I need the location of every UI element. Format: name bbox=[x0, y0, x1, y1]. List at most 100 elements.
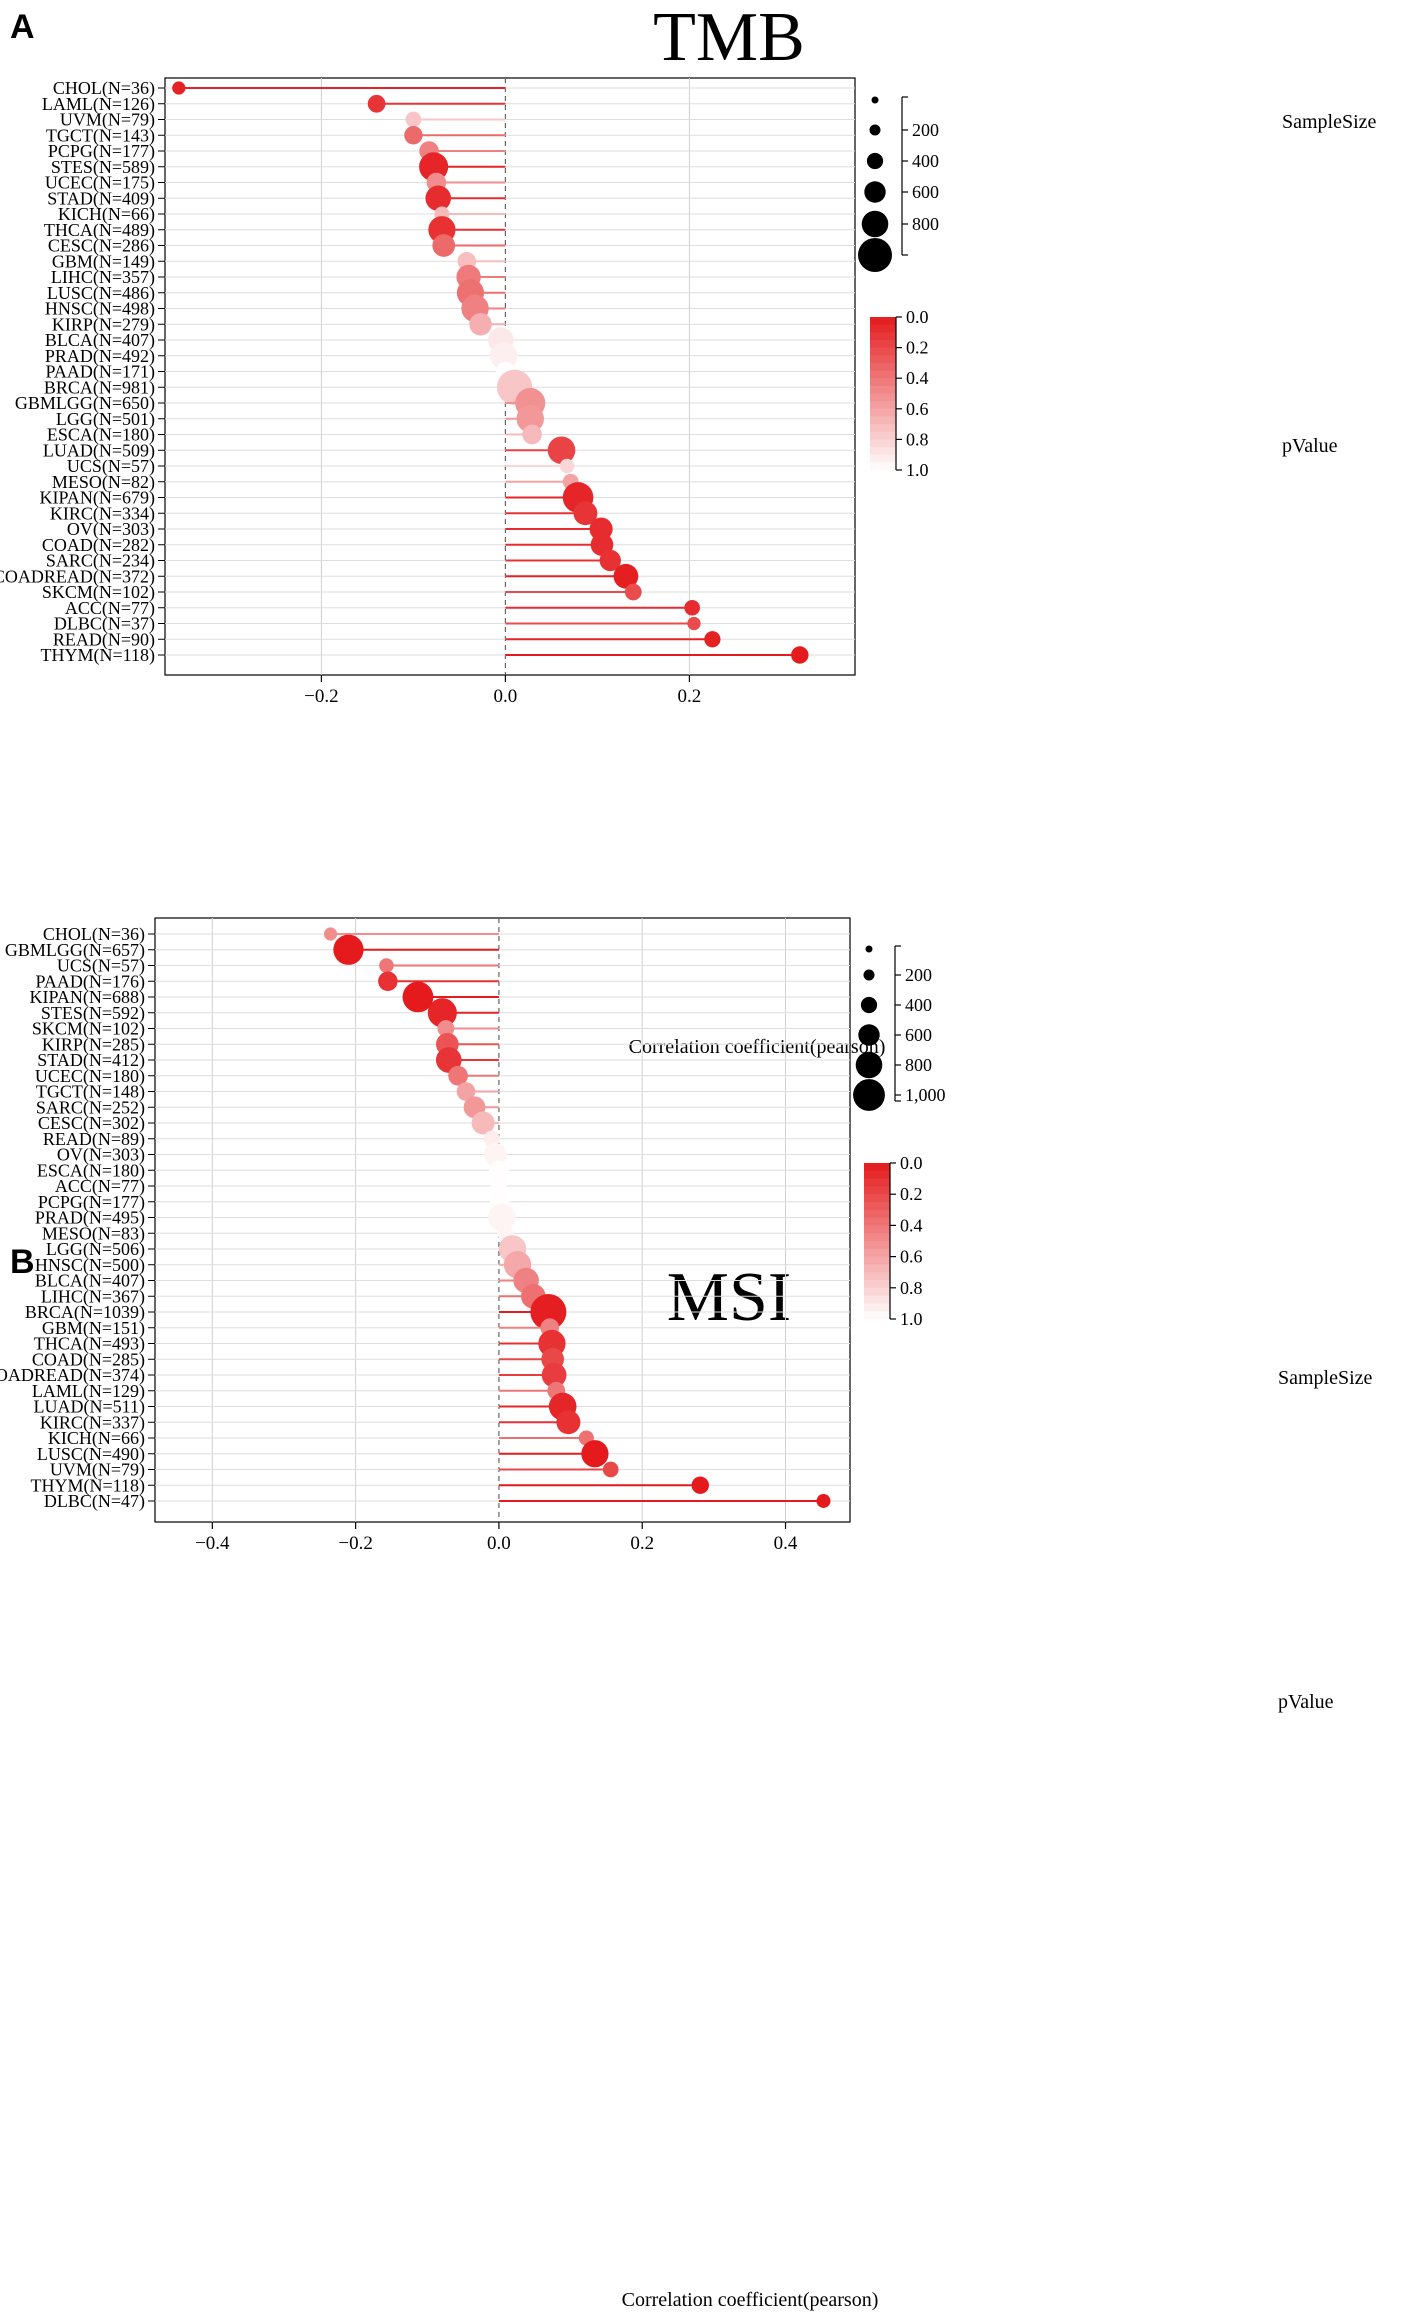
lollipop-point bbox=[471, 1111, 495, 1135]
y-tick-label: BRCA(N=981) bbox=[44, 377, 155, 398]
lollipop-point bbox=[599, 549, 621, 572]
y-tick-label: PCPG(N=177) bbox=[48, 141, 155, 162]
y-tick-label: THYM(N=118) bbox=[41, 645, 155, 666]
colorbar-segment bbox=[870, 324, 896, 333]
y-tick-label: MESO(N=82) bbox=[52, 472, 155, 493]
lollipop-point bbox=[456, 1082, 476, 1101]
colorbar-segment bbox=[870, 378, 896, 387]
size-legend-dot bbox=[863, 969, 875, 981]
colorbar-segment bbox=[870, 332, 896, 341]
y-tick-label: UCEC(N=175) bbox=[45, 173, 155, 194]
y-tick-label: TGCT(N=143) bbox=[46, 125, 155, 146]
colorbar-segment bbox=[870, 317, 896, 326]
x-axis-label: Correlation coefficient(pearson) bbox=[622, 2289, 879, 2311]
colorbar-segment bbox=[864, 1178, 890, 1187]
y-tick-label: LUAD(N=511) bbox=[34, 1397, 145, 1418]
lollipop-point bbox=[613, 563, 639, 589]
size-legend-label: 200 bbox=[912, 120, 939, 140]
y-tick-label: ACC(N=77) bbox=[55, 1176, 145, 1197]
colorbar-label: 0.6 bbox=[900, 1247, 923, 1267]
colorbar-segment bbox=[870, 431, 896, 440]
y-tick-label: HNSC(N=500) bbox=[35, 1255, 145, 1276]
colorbar-segment bbox=[864, 1241, 890, 1250]
size-legend-dot bbox=[864, 181, 886, 203]
x-tick-label: −0.4 bbox=[195, 1533, 230, 1554]
y-tick-label: UVM(N=79) bbox=[50, 1460, 145, 1481]
y-tick-label: STES(N=589) bbox=[51, 157, 155, 178]
lollipop-point bbox=[483, 1142, 507, 1167]
y-tick-label: BLCA(N=407) bbox=[45, 330, 155, 351]
colorbar-label: 0.0 bbox=[900, 1153, 923, 1173]
size-legend-dot bbox=[871, 96, 879, 104]
lollipop-point bbox=[378, 971, 398, 992]
lollipop-point bbox=[405, 111, 422, 128]
y-tick-label: STES(N=592) bbox=[41, 1003, 145, 1024]
y-tick-label: COAD(N=285) bbox=[32, 1349, 145, 1370]
colorbar-label: 0.2 bbox=[906, 338, 929, 358]
colorbar-segment bbox=[864, 1256, 890, 1265]
y-tick-label: THCA(N=489) bbox=[44, 220, 155, 241]
colorbar-segment bbox=[870, 401, 896, 410]
y-tick-label: LUAD(N=509) bbox=[43, 440, 155, 461]
y-tick-label: KIRC(N=334) bbox=[50, 503, 155, 524]
colorbar-segment bbox=[864, 1233, 890, 1242]
colorbar-label: 1.0 bbox=[900, 1309, 923, 1329]
colorbar-segment bbox=[870, 370, 896, 379]
colorbar-segment bbox=[864, 1225, 890, 1234]
y-tick-label: CESC(N=286) bbox=[48, 236, 155, 257]
colorbar-segment bbox=[870, 416, 896, 425]
plot-frame bbox=[154, 917, 851, 1523]
x-tick-label: 0.2 bbox=[630, 1533, 654, 1554]
colorbar-label: 0.8 bbox=[900, 1278, 923, 1298]
size-legend-label: 600 bbox=[905, 1025, 932, 1045]
lollipop-point bbox=[791, 646, 809, 664]
y-tick-label: HNSC(N=498) bbox=[45, 299, 155, 320]
x-tick-label: −0.2 bbox=[304, 686, 338, 707]
colorbar-segment bbox=[870, 454, 896, 463]
colorbar-label: 1.0 bbox=[906, 460, 929, 480]
lollipop-point bbox=[323, 927, 338, 941]
colorbar-segment bbox=[864, 1311, 890, 1320]
y-tick-label: PRAD(N=495) bbox=[35, 1208, 145, 1229]
y-tick-label: TGCT(N=148) bbox=[36, 1082, 145, 1103]
colorbar-segment bbox=[870, 424, 896, 433]
lollipop-point bbox=[816, 1494, 831, 1508]
lollipop-point bbox=[530, 1294, 567, 1330]
size-legend-dot bbox=[858, 238, 892, 272]
y-tick-label: DLBC(N=37) bbox=[54, 614, 155, 635]
y-tick-label: ESCA(N=180) bbox=[37, 1160, 145, 1181]
size-legend-dot bbox=[869, 124, 881, 136]
colorbar-segment bbox=[864, 1303, 890, 1312]
colorbar-label: 0.2 bbox=[900, 1184, 923, 1204]
colorbar-segment bbox=[870, 355, 896, 364]
colorbar-segment bbox=[870, 447, 896, 456]
y-tick-label: LUSC(N=486) bbox=[47, 283, 155, 304]
colorbar-segment bbox=[864, 1209, 890, 1219]
size-legend-dot bbox=[865, 945, 873, 953]
lollipop-point bbox=[581, 1440, 609, 1468]
size-legend-label: 600 bbox=[912, 182, 939, 202]
y-tick-label: CHOL(N=36) bbox=[43, 924, 145, 945]
colorbar-label: 0.0 bbox=[906, 307, 929, 327]
y-tick-label: COADREAD(N=372) bbox=[0, 566, 155, 587]
size-legend-dot bbox=[866, 152, 884, 170]
colorbar-segment bbox=[864, 1170, 890, 1180]
y-tick-label: KIPAN(N=679) bbox=[40, 488, 156, 509]
y-tick-label: LUSC(N=490) bbox=[37, 1444, 145, 1465]
lollipop-point bbox=[469, 312, 492, 336]
y-tick-label: ESCA(N=180) bbox=[47, 425, 155, 446]
lollipop-point bbox=[488, 1203, 516, 1232]
size-legend-title: SampleSize bbox=[1282, 111, 1377, 133]
lollipop-point bbox=[437, 1020, 455, 1037]
lollipop-point bbox=[491, 1178, 507, 1194]
y-tick-label: BLCA(N=407) bbox=[35, 1271, 145, 1292]
y-tick-label: SARC(N=234) bbox=[46, 551, 155, 572]
lollipop-point bbox=[432, 234, 456, 257]
panel-label: B bbox=[10, 1243, 35, 1281]
lollipop-point bbox=[559, 458, 575, 474]
y-tick-label: UCS(N=57) bbox=[57, 956, 145, 977]
y-tick-label: OV(N=303) bbox=[57, 1145, 145, 1166]
size-legend-label: 400 bbox=[905, 995, 932, 1015]
y-tick-label: UCS(N=57) bbox=[67, 456, 155, 477]
lollipop-point bbox=[427, 998, 457, 1028]
